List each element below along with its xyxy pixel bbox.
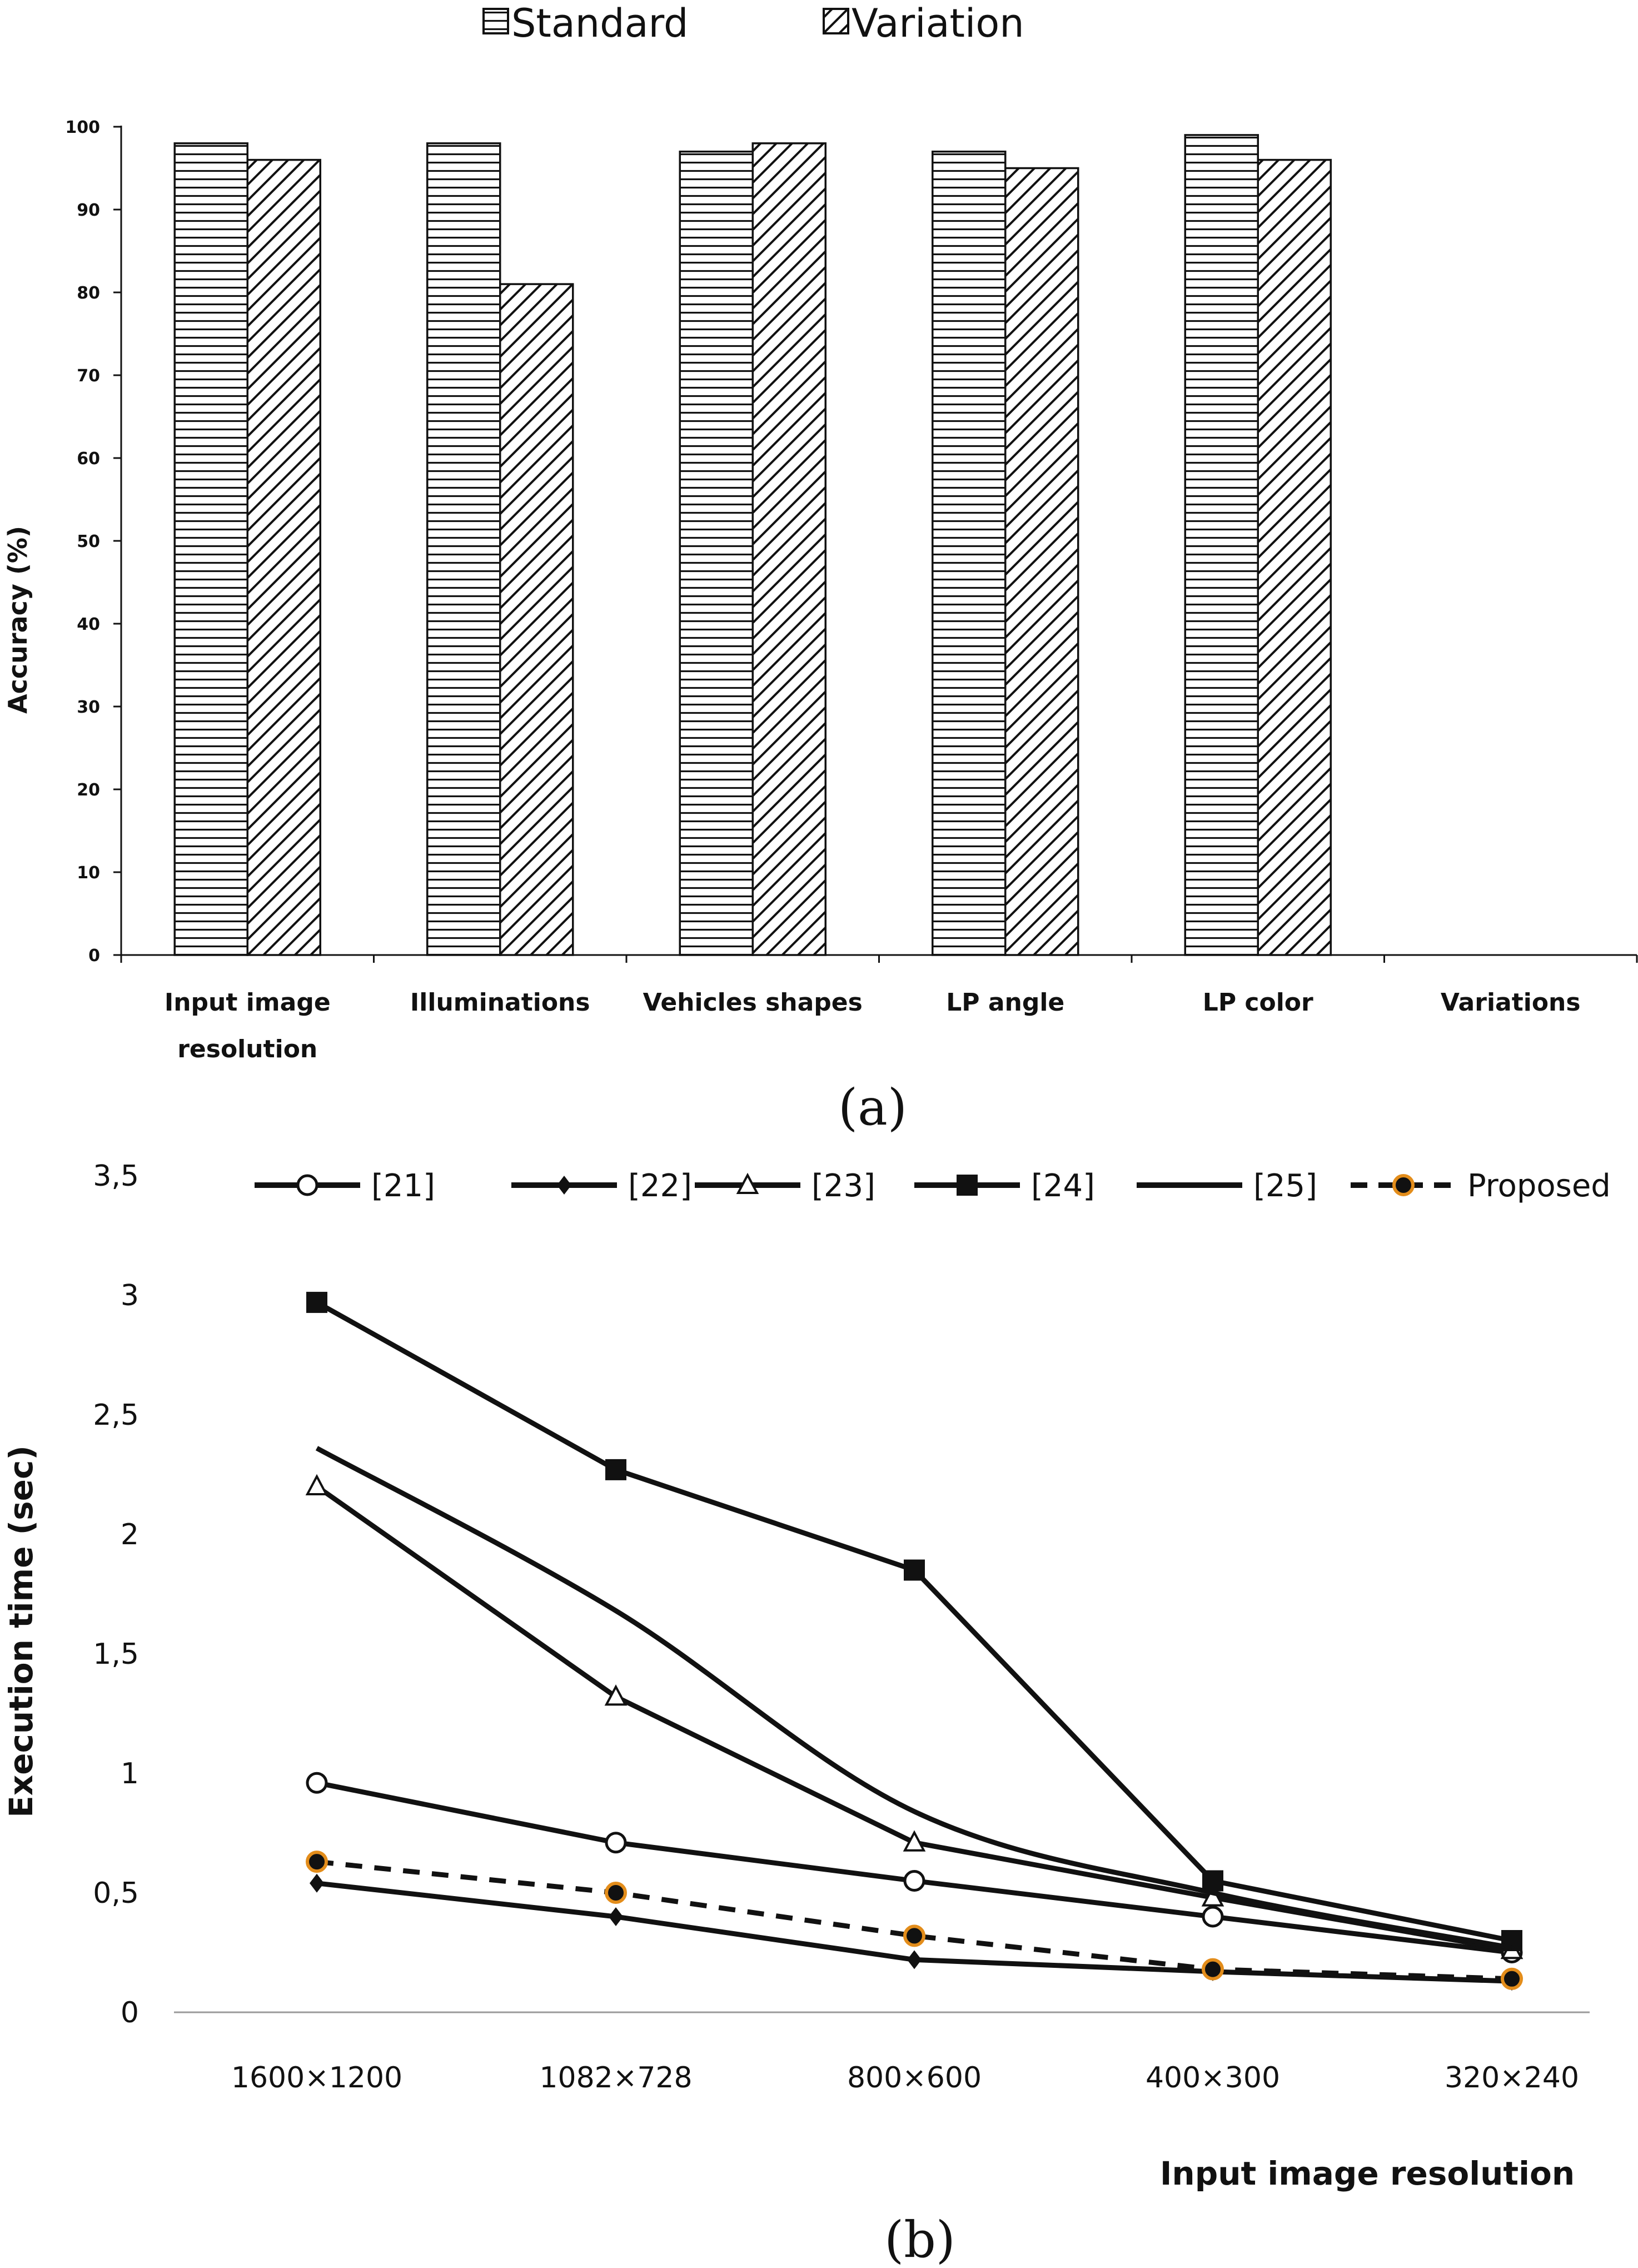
legend-label-25: [25] — [1253, 1168, 1317, 1204]
bar-category-label: Vehicles shapes — [643, 988, 863, 1017]
legend-swatch-variation — [823, 8, 849, 34]
point-23-3 — [1201, 1885, 1224, 1907]
point-23-2 — [903, 1830, 926, 1852]
bar-y-tick-label: 40 — [77, 615, 100, 634]
line-y-tick-label: 3,5 — [93, 1160, 139, 1193]
bar-y-tick-label: 20 — [77, 780, 100, 800]
legend-marker-22 — [557, 1176, 571, 1195]
point-24-3 — [1202, 1870, 1223, 1892]
bar-variation-1 — [499, 283, 574, 956]
bar-y-axis-title: Accuracy (%) — [3, 526, 33, 714]
bar-category-label: LP angle — [946, 988, 1064, 1017]
line-y-tick-label: 1 — [121, 1757, 139, 1790]
point-24-0 — [306, 1291, 327, 1313]
bar-y-tick-label: 90 — [77, 201, 100, 220]
bar-y-tick-label: 80 — [77, 284, 100, 303]
bar-y-tick-label: 60 — [77, 449, 100, 469]
bar-standard-3 — [932, 150, 1007, 956]
legend-marker-21 — [296, 1174, 318, 1196]
line-legend: [21] [22] [23] [24] [25] Proposed — [255, 1168, 1611, 1204]
point-21-3 — [1202, 1906, 1224, 1928]
point-21-1 — [605, 1832, 627, 1854]
point-23-1 — [604, 1684, 628, 1706]
bar-y-tick-label: 10 — [77, 863, 100, 883]
bar-category-label: Variations — [1441, 988, 1581, 1017]
line-category-label: 400×300 — [1146, 2061, 1280, 2095]
line-y-tick-label: 0 — [121, 1996, 139, 2030]
bar-category-label: resolution — [177, 1035, 317, 1063]
legend-swatch-standard — [482, 8, 509, 34]
bar-y-tick-label: 70 — [77, 366, 100, 386]
bar-axes: 0 10 20 30 40 50 60 70 80 90 100 — [65, 118, 1638, 966]
panel-a-label: (a) — [838, 1078, 907, 1137]
point-proposed-3 — [1202, 1958, 1224, 1981]
legend-marker-proposed — [1392, 1174, 1415, 1196]
line-category-label: 800×600 — [847, 2061, 982, 2095]
panel-b-label: (b) — [884, 2211, 955, 2268]
bar-standard-4 — [1184, 134, 1259, 956]
point-21-2 — [903, 1870, 925, 1892]
line-y-tick-label: 0,5 — [93, 1877, 139, 1910]
bar-variation-4 — [1257, 158, 1332, 956]
line-x-axis-title: Input image resolution — [1160, 2155, 1575, 2192]
point-22-1 — [609, 1907, 623, 1926]
accuracy-bar-chart: Standard Variation 0 10 20 30 40 50 60 70 80 90 100… — [3, 1, 1638, 1137]
line-category-label: 1082×728 — [539, 2061, 692, 2095]
line-y-tick-label: 3 — [121, 1279, 139, 1312]
legend-label-standard: Standard — [511, 1, 688, 46]
legend-label-variation: Variation — [852, 1, 1024, 46]
legend-label-23: [23] — [811, 1168, 875, 1204]
bar-standard-2 — [679, 150, 754, 956]
point-23-0 — [305, 1474, 328, 1495]
line-series — [305, 1291, 1524, 1991]
legend-label-proposed: Proposed — [1467, 1168, 1611, 1204]
bar-y-tick-label: 0 — [88, 946, 100, 966]
execution-time-line-chart: [21] [22] [23] [24] [25] Proposed 0 0,5 1 1,5 2 2,… — [2, 1160, 1611, 2268]
bar-y-tick-label: 100 — [65, 118, 100, 137]
bar-y-tick-label: 30 — [77, 698, 100, 717]
line-y-axis-title: Execution time (sec) — [2, 1445, 40, 1818]
point-proposed-1 — [605, 1882, 627, 1904]
point-proposed-0 — [306, 1851, 328, 1873]
bar-category-label: Input image — [165, 988, 331, 1017]
bar-variation-2 — [751, 142, 827, 956]
line-y-tick-label: 2 — [121, 1518, 139, 1551]
point-proposed-2 — [903, 1924, 925, 1947]
bar-variation-0 — [246, 158, 321, 956]
bar-standard-1 — [426, 142, 501, 956]
bar-category-label: Illuminations — [410, 988, 590, 1017]
bar-category-labels: Input image resolution Illuminations Vehicl… — [165, 988, 1581, 1063]
legend-marker-24 — [957, 1175, 978, 1196]
point-24-1 — [605, 1459, 626, 1480]
bar-standard-0 — [173, 142, 248, 956]
legend-marker-23 — [736, 1172, 759, 1194]
line-y-tick-label: 1,5 — [93, 1638, 139, 1671]
line-axes: 0 0,5 1 1,5 2 2,5 3 3,5 — [93, 1160, 1590, 2030]
legend-label-22: [22] — [628, 1168, 692, 1204]
legend-label-24: [24] — [1031, 1168, 1095, 1204]
series-line-25 — [315, 1446, 1512, 1951]
point-24-2 — [904, 1559, 925, 1581]
line-category-label: 320×240 — [1445, 2061, 1579, 2095]
bar-category-label: LP color — [1203, 988, 1313, 1017]
bar-marks — [173, 134, 1332, 956]
point-22-2 — [907, 1950, 922, 1969]
bar-variation-3 — [1004, 167, 1079, 956]
line-category-labels: 1600×1200 1082×728 800×600 400×300 320×240 — [231, 2061, 1579, 2095]
point-22-0 — [310, 1873, 324, 1893]
line-category-label: 1600×1200 — [231, 2061, 402, 2095]
point-21-0 — [306, 1772, 328, 1794]
bar-y-tick-label: 50 — [77, 532, 100, 551]
bar-legend: Standard Variation — [482, 1, 1024, 46]
legend-label-21: [21] — [371, 1168, 435, 1204]
line-y-tick-label: 2,5 — [93, 1399, 139, 1432]
point-proposed-4 — [1501, 1967, 1523, 1990]
